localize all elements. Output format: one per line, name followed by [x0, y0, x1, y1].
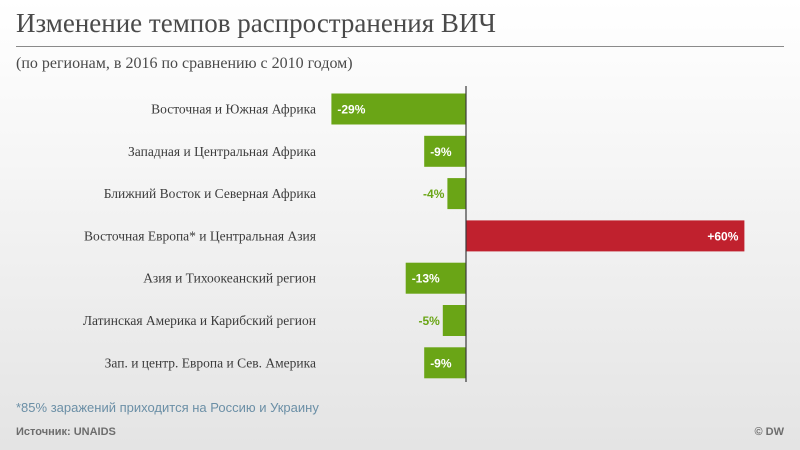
category-label: Ближний Восток и Северная Африка — [104, 186, 316, 201]
bar — [447, 178, 466, 210]
bar-value-label: -4% — [423, 187, 445, 201]
category-label: Латинская Америка и Карибский регион — [83, 313, 316, 328]
category-label: Восточная и Южная Африка — [151, 102, 316, 117]
bar — [424, 135, 466, 167]
category-label: Азия и Тихоокеанский регион — [143, 271, 316, 286]
bar — [466, 220, 745, 252]
bar-value-label: -29% — [337, 103, 365, 117]
bar-value-label: -5% — [418, 314, 440, 328]
category-label: Зап. и центр. Европа и Сев. Америка — [105, 355, 316, 370]
footnote: *85% заражений приходится на Россию и Ук… — [16, 400, 319, 415]
bar-value-label: -9% — [430, 145, 452, 159]
category-label: Западная и Центральная Африка — [128, 144, 316, 159]
chart-subtitle: (по регионам, в 2016 по сравнению с 2010… — [16, 55, 353, 72]
bar-value-label: -13% — [412, 272, 440, 286]
title-divider — [16, 46, 784, 47]
credit-label: © DW — [754, 426, 785, 438]
bar — [424, 347, 466, 379]
bar-value-label: +60% — [707, 229, 738, 243]
bar-value-label: -9% — [430, 356, 452, 370]
bar — [331, 93, 466, 125]
chart-title: Изменение темпов распространения ВИЧ — [16, 8, 496, 38]
bar — [442, 305, 466, 336]
source-label: Источник: UNAIDS — [16, 426, 116, 438]
category-label: Восточная Европа* и Центральная Азия — [84, 228, 316, 243]
bar — [405, 262, 466, 294]
